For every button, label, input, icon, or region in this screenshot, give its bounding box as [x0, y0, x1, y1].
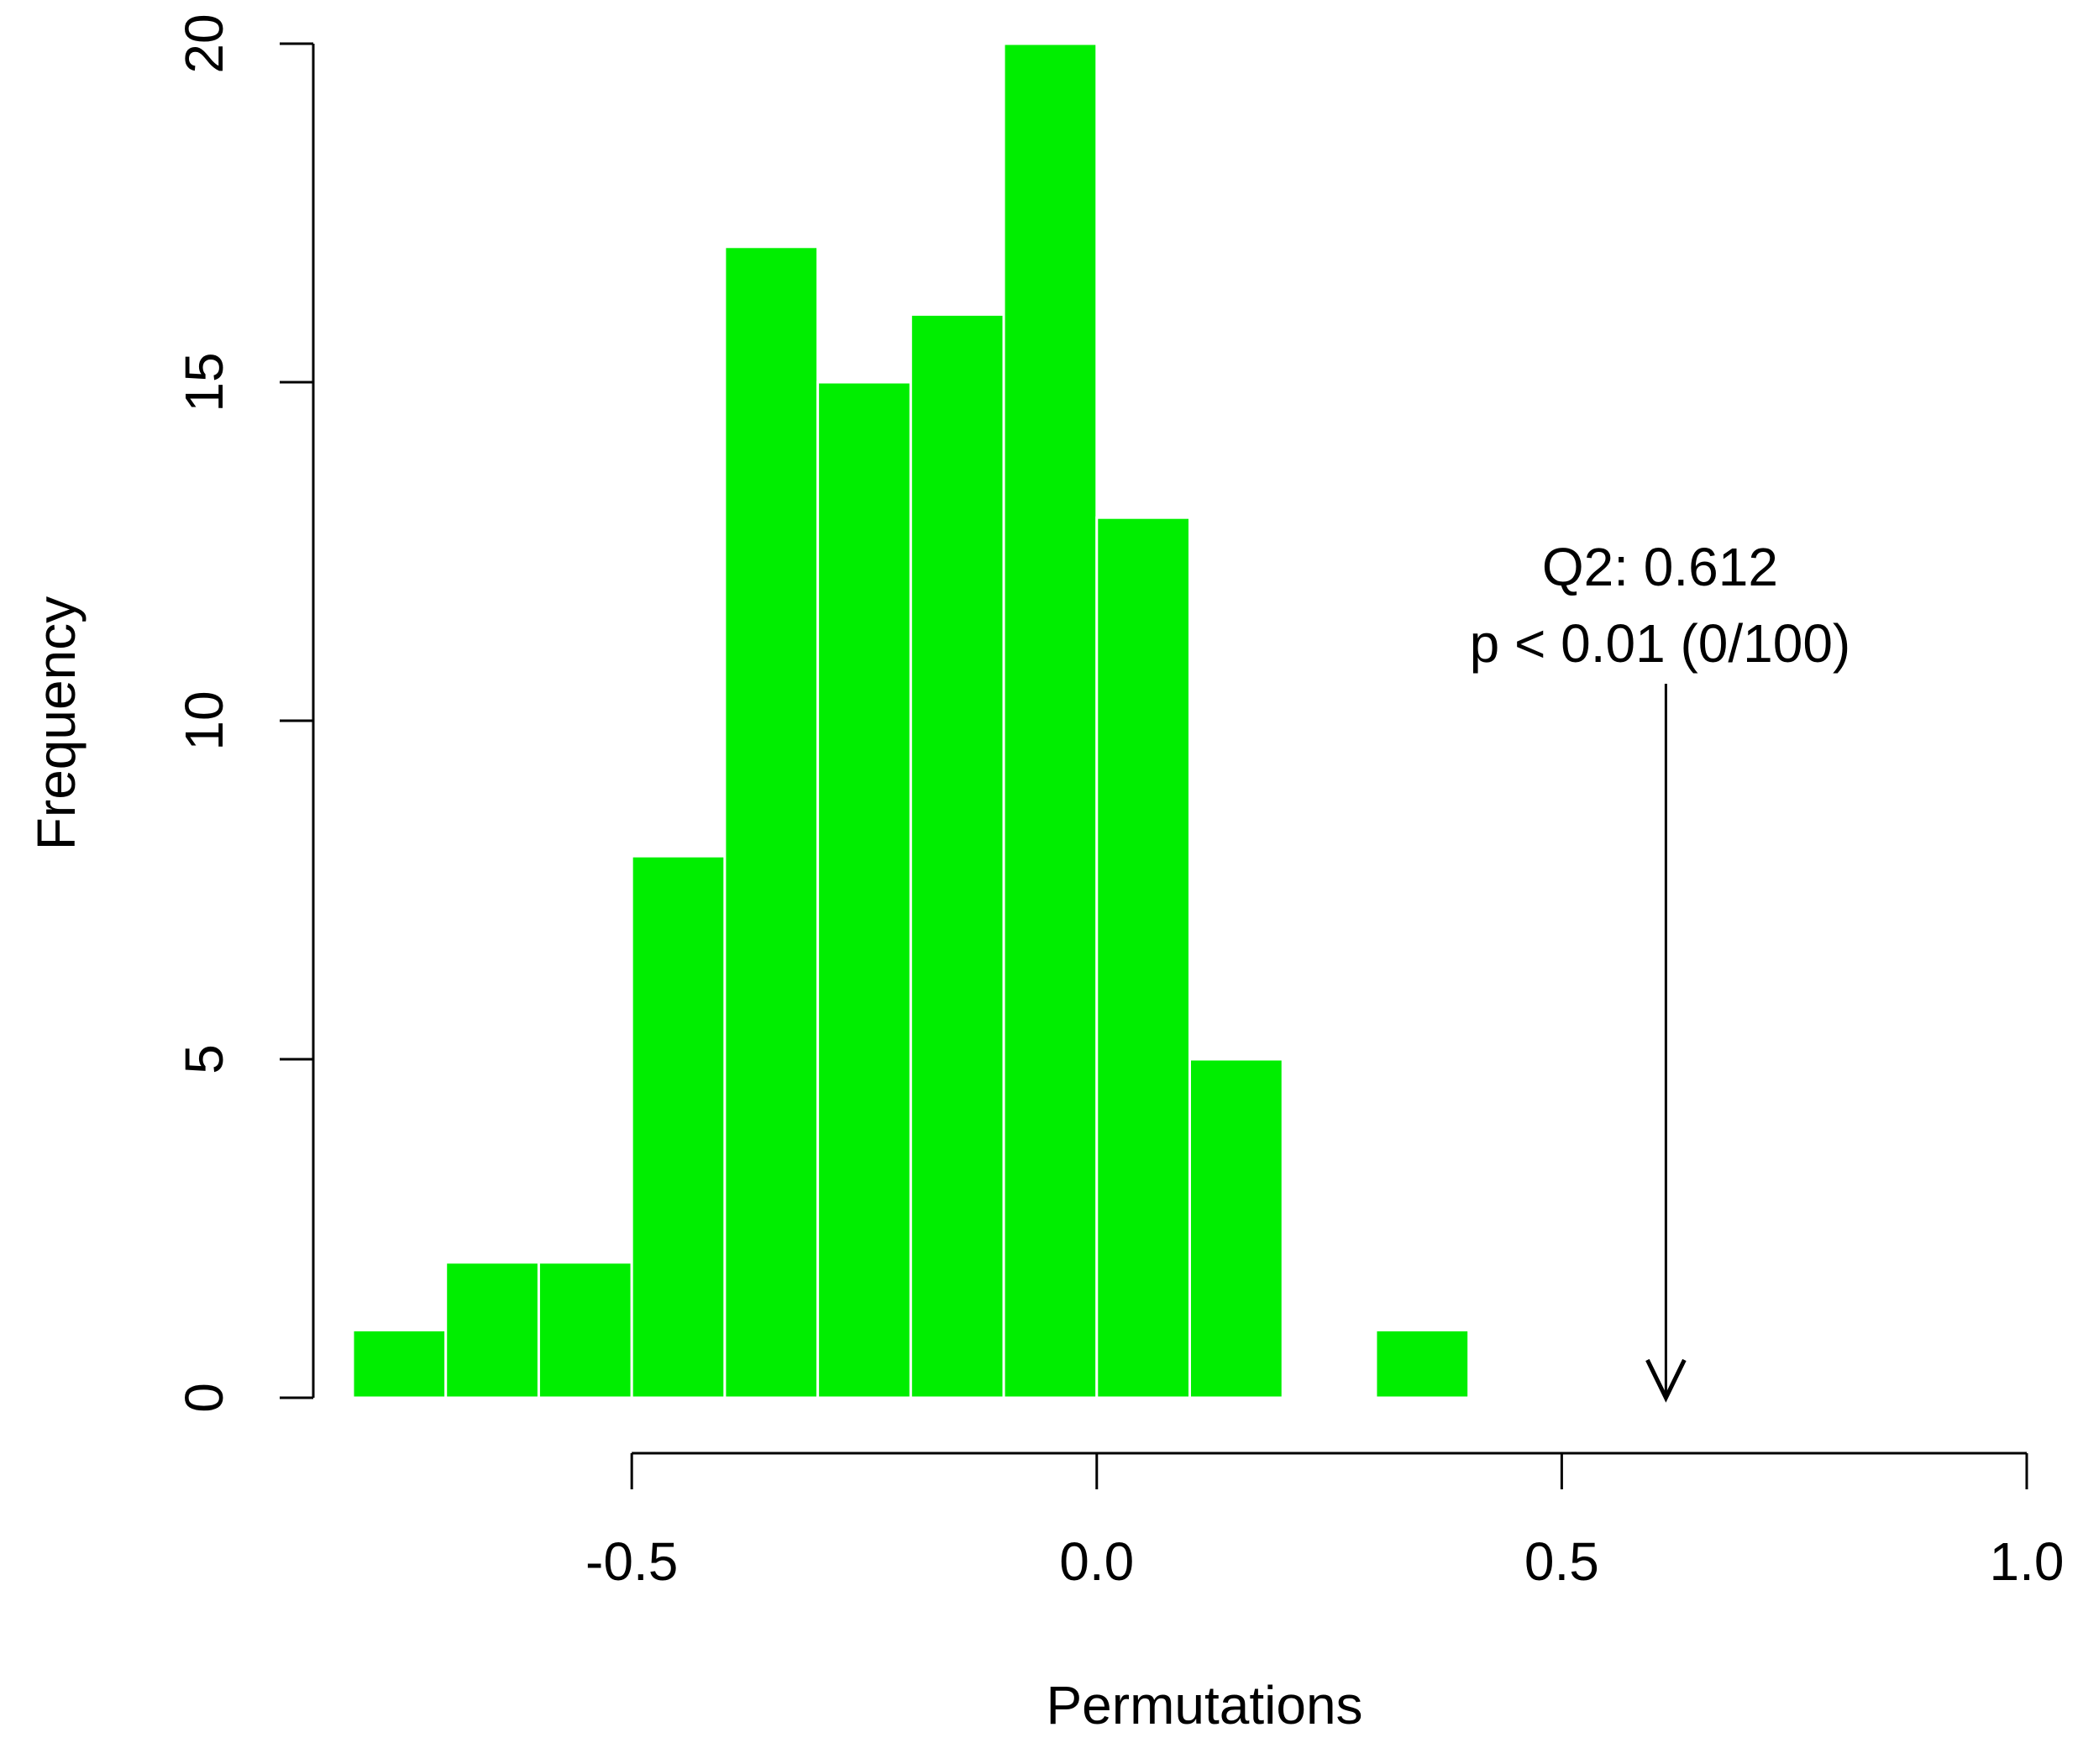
y-axis-label: Frequency — [26, 596, 87, 850]
bar — [1002, 42, 1099, 1399]
annotation-text: Q2: 0.612 — [1542, 537, 1778, 597]
bar — [1095, 516, 1192, 1399]
bar — [351, 1328, 448, 1399]
bar — [909, 312, 1005, 1399]
x-tick-label: 0.0 — [1059, 1531, 1134, 1592]
y-tick-label: 10 — [174, 690, 234, 750]
bar — [1374, 1328, 1471, 1399]
annotation-arrowhead — [1645, 1358, 1687, 1403]
bar — [537, 1261, 633, 1399]
bar — [1188, 1058, 1284, 1399]
bar — [816, 381, 912, 1399]
annotation-text: p < 0.01 (0/100) — [1470, 613, 1851, 674]
y-tick-label: 0 — [174, 1383, 234, 1413]
y-tick-label: 20 — [174, 13, 234, 73]
x-tick-label: 0.5 — [1524, 1531, 1599, 1592]
x-tick-label: -0.5 — [585, 1531, 678, 1592]
y-tick-label: 15 — [174, 352, 234, 412]
bar — [444, 1261, 540, 1399]
x-tick-label: 1.0 — [1990, 1531, 2065, 1592]
x-axis-label: Permutations — [1046, 1675, 1362, 1735]
bar — [630, 854, 727, 1399]
bar — [723, 245, 820, 1399]
y-tick-label: 5 — [174, 1044, 234, 1074]
